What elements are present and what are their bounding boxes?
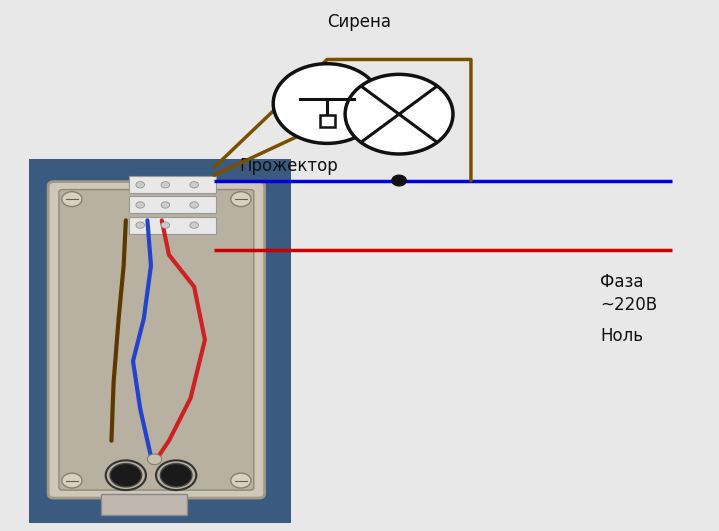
Circle shape xyxy=(161,222,170,228)
Circle shape xyxy=(62,192,82,207)
Circle shape xyxy=(110,464,142,487)
Circle shape xyxy=(160,464,192,487)
Bar xyxy=(29,159,291,523)
Bar xyxy=(129,196,216,213)
FancyBboxPatch shape xyxy=(48,182,265,498)
Circle shape xyxy=(136,202,145,208)
Circle shape xyxy=(161,182,170,188)
FancyBboxPatch shape xyxy=(59,190,254,490)
Bar xyxy=(319,116,334,127)
Circle shape xyxy=(190,202,198,208)
Text: Ноль: Ноль xyxy=(600,327,644,345)
Circle shape xyxy=(392,175,406,186)
Circle shape xyxy=(161,202,170,208)
Text: Прожектор: Прожектор xyxy=(239,157,338,175)
Circle shape xyxy=(147,454,162,465)
Text: Фаза: Фаза xyxy=(600,273,644,292)
Circle shape xyxy=(62,473,82,488)
Circle shape xyxy=(273,64,381,143)
Circle shape xyxy=(136,222,145,228)
Circle shape xyxy=(190,222,198,228)
Circle shape xyxy=(190,182,198,188)
Bar xyxy=(101,494,187,515)
Circle shape xyxy=(136,182,145,188)
Circle shape xyxy=(345,74,453,154)
Circle shape xyxy=(231,192,251,207)
Bar xyxy=(129,217,216,234)
Text: Сирена: Сирена xyxy=(327,13,391,31)
Bar xyxy=(129,176,216,193)
Text: ~220В: ~220В xyxy=(600,296,657,314)
Circle shape xyxy=(231,473,251,488)
